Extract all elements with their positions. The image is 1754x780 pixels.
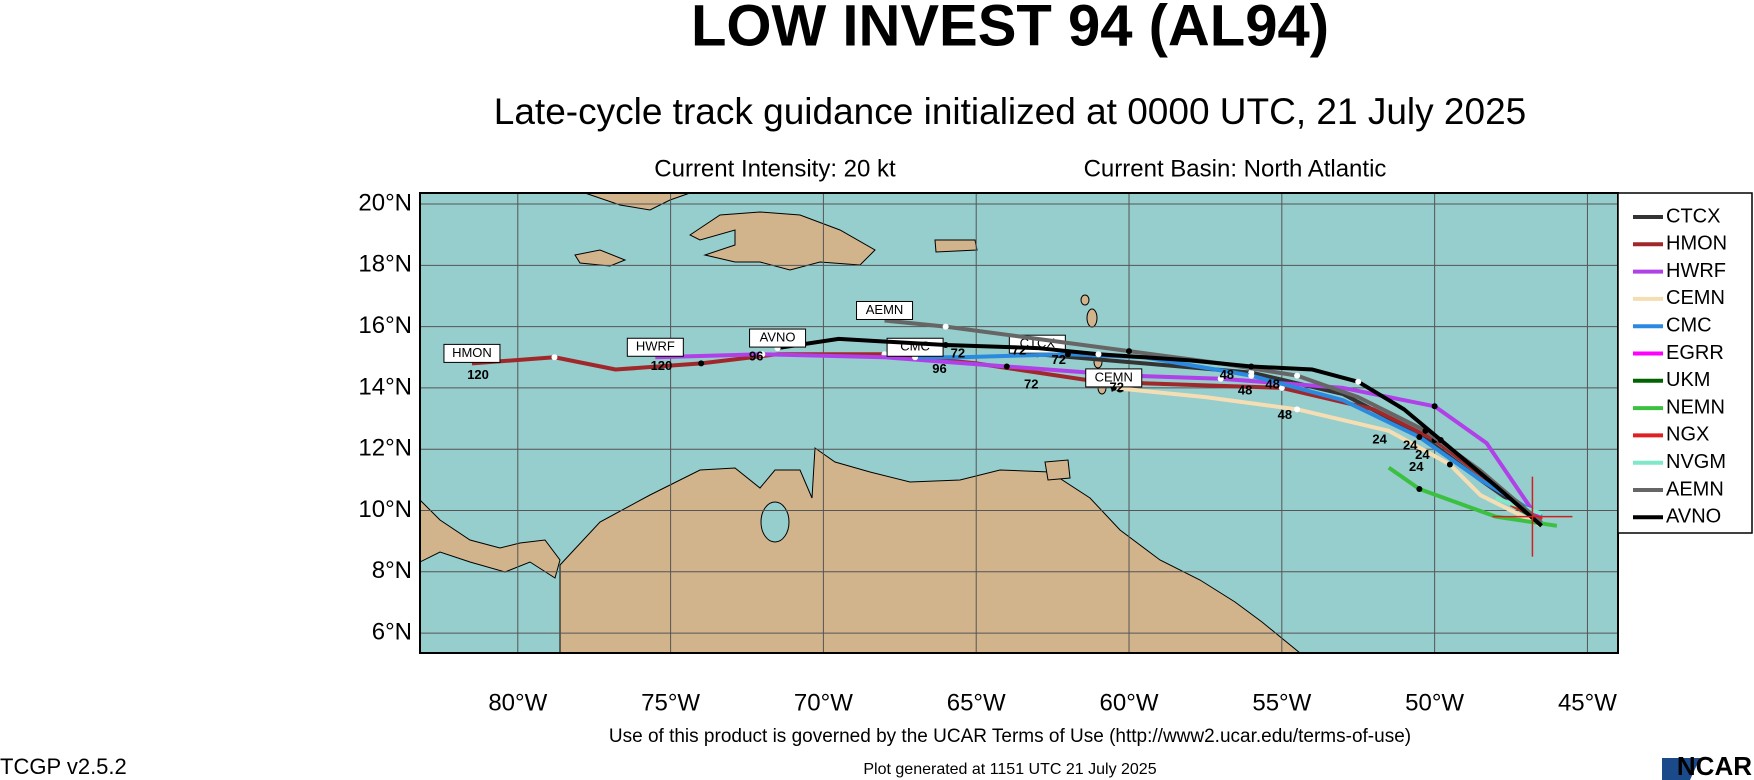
track-point	[1248, 363, 1255, 370]
track-label: HWRF	[636, 339, 675, 354]
legend-label: CEMN	[1666, 287, 1725, 309]
track	[1387, 465, 1558, 528]
track-point	[551, 354, 558, 361]
hour-label: 48	[1238, 382, 1252, 397]
track	[655, 352, 1535, 512]
hour-label: 120	[651, 358, 673, 373]
x-tick-label: 45°W	[1558, 689, 1617, 716]
title: LOW INVEST 94 (AL94)	[691, 0, 1329, 58]
version: TCGP v2.5.2	[0, 754, 127, 779]
track-point	[1416, 433, 1423, 440]
x-tick-label: 55°W	[1252, 689, 1311, 716]
track-point	[1437, 437, 1444, 444]
x-tick-label: 60°W	[1100, 689, 1159, 716]
legend-label: NVGM	[1666, 451, 1726, 473]
y-tick-label: 8°N	[372, 557, 412, 584]
track-point	[1278, 384, 1285, 391]
legend-label: EGRR	[1666, 342, 1724, 364]
track-point	[759, 351, 766, 358]
hour-label: 72	[1051, 352, 1065, 367]
x-tick-label: 65°W	[947, 689, 1006, 716]
y-tick-label: 14°N	[358, 373, 412, 400]
legend-label: AVNO	[1666, 506, 1721, 528]
track-label-box	[443, 343, 501, 363]
track-label: HMON	[452, 345, 492, 360]
y-tick-label: 12°N	[358, 435, 412, 462]
track-point	[942, 342, 949, 349]
track-point	[1003, 363, 1010, 370]
hour-label: 72	[1110, 379, 1124, 394]
track-label: AEMN	[866, 302, 904, 317]
hour-label: 24	[1415, 447, 1430, 462]
hour-label: 96	[749, 349, 763, 364]
track-point	[698, 360, 705, 367]
hour-label: 96	[932, 361, 946, 376]
y-tick-label: 20°N	[358, 189, 412, 216]
legend-label: HWRF	[1666, 260, 1726, 282]
track-label: CEMN	[1095, 369, 1133, 384]
hour-label: 24	[1372, 431, 1387, 446]
track-point	[1355, 378, 1362, 385]
track-point	[1217, 375, 1224, 382]
track-point	[942, 323, 949, 330]
hour-label: 72	[951, 346, 965, 361]
generated: Plot generated at 1151 UTC 21 July 2025	[863, 761, 1156, 778]
land	[420, 193, 1301, 653]
track-label-box	[749, 328, 807, 348]
track-label: AVNO	[760, 330, 796, 345]
legend-label: CTCX	[1666, 205, 1720, 227]
hour-label: 120	[467, 367, 489, 382]
hour-label: 24	[1409, 459, 1424, 474]
track-point	[1126, 348, 1133, 355]
hour-label: 72	[1024, 376, 1038, 391]
track-point	[1431, 403, 1438, 410]
subtitle: Late-cycle track guidance initialized at…	[494, 91, 1526, 132]
track-point	[1416, 486, 1423, 493]
intensity: Current Intensity: 20 kt	[654, 155, 896, 182]
track-label-box	[1085, 368, 1143, 388]
legend-entries: CTCX HMON HWRF CEMN CMC EGRR UKM NEMN NGX NVGM AEM…	[1633, 205, 1727, 528]
hour-label: 48	[1265, 376, 1279, 391]
legend	[1617, 192, 1753, 534]
footer: Use of this product is governed by the U…	[609, 726, 1411, 747]
y-tick-label: 16°N	[358, 312, 412, 339]
track-label-box	[856, 300, 914, 320]
track-point	[1095, 351, 1102, 358]
y-tick-label: 6°N	[372, 618, 412, 645]
basin: Current Basin: North Atlantic	[1084, 155, 1387, 182]
legend-label: NEMN	[1666, 396, 1725, 418]
hour-label: 48	[1220, 367, 1234, 382]
x-tick-label: 50°W	[1405, 689, 1464, 716]
legend-label: HMON	[1666, 233, 1727, 255]
x-tick-label: 80°W	[488, 689, 547, 716]
x-tick-label: 75°W	[641, 689, 700, 716]
hour-label: 72	[1012, 343, 1026, 358]
logo: NCAR	[1677, 751, 1752, 780]
track-point	[1294, 406, 1301, 413]
track	[1113, 385, 1543, 528]
track-point	[1248, 372, 1255, 379]
hour-label: 48	[1278, 407, 1292, 422]
track	[471, 352, 1543, 522]
hour-label: 24	[1403, 438, 1418, 453]
track-point	[1294, 372, 1301, 379]
legend-label: NGX	[1666, 424, 1709, 446]
logo-mark	[1662, 758, 1700, 780]
y-tick-label: 18°N	[358, 251, 412, 278]
track-point	[1446, 461, 1453, 468]
legend-label: AEMN	[1666, 478, 1724, 500]
y-tick-label: 10°N	[358, 496, 412, 523]
track-label-box	[626, 337, 684, 357]
legend-label: CMC	[1666, 314, 1712, 336]
x-tick-label: 70°W	[794, 689, 853, 716]
legend-label: UKM	[1666, 369, 1710, 391]
